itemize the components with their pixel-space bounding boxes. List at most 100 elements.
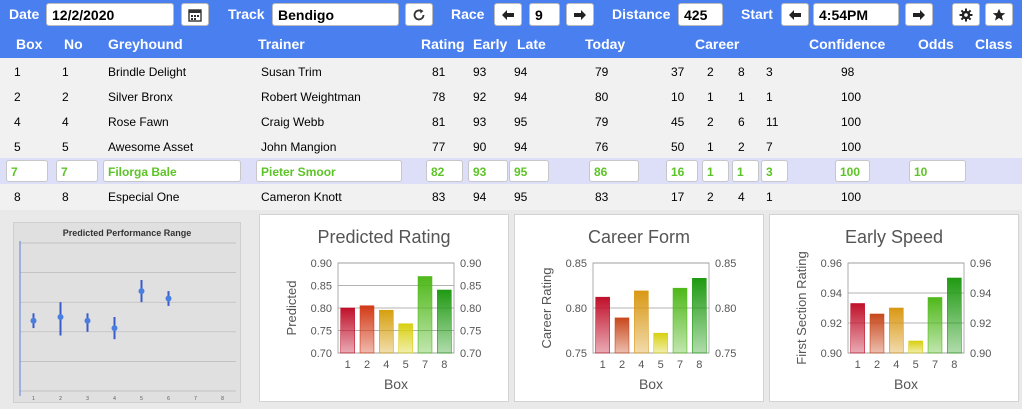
- arrow-right-icon: [574, 9, 586, 20]
- cell-career-starts[interactable]: 16: [666, 160, 698, 182]
- date-input[interactable]: 12/2/2020: [46, 3, 174, 26]
- race-input[interactable]: 9: [529, 3, 560, 26]
- x-tick-label: 1: [855, 359, 861, 371]
- cell-confidence: 100: [841, 90, 862, 104]
- runners-table: 1 1 Brindle Delight Susan Trim 81 93 94 …: [0, 58, 1022, 210]
- cell-greyhound: Silver Bronx: [108, 90, 173, 104]
- cell-career-wins: 1: [707, 140, 714, 154]
- y-axis-label: Predicted: [284, 281, 299, 336]
- cell-greyhound[interactable]: Filorga Bale: [103, 160, 241, 182]
- distance-input[interactable]: 425: [678, 3, 723, 26]
- performance-range-chart: Predicted Performance Range 1 2 3 4 5 6 7 8: [13, 222, 241, 403]
- cell-career-seconds: 2: [738, 140, 745, 154]
- race-label: Race: [451, 6, 485, 22]
- cell-early: 93: [473, 115, 487, 129]
- header-today[interactable]: Today: [585, 36, 626, 52]
- cell-confidence[interactable]: 100: [835, 160, 870, 182]
- cell-late[interactable]: 95: [509, 160, 549, 182]
- y-tick-label-right: 0.85: [715, 258, 736, 270]
- chart-title: Early Speed: [844, 227, 944, 247]
- x-tick-label: 5: [658, 359, 664, 371]
- predicted-rating-chart: 0.70 0.70 0.75 0.75 0.80 0.80 0.85 0.85 0.90 0.90…: [284, 258, 481, 392]
- plot-frame: [337, 262, 455, 354]
- header-class[interactable]: Class: [975, 36, 1013, 52]
- cell-career-thirds: 1: [766, 190, 773, 204]
- x-tick-label: 4: [383, 359, 389, 371]
- chart-title: Career Form: [587, 227, 690, 247]
- table-row[interactable]: 8 8 Especial One Cameron Knott 83 94 95 …: [0, 184, 1022, 209]
- cell-career-wins[interactable]: 1: [702, 160, 729, 182]
- cell-odds[interactable]: 10: [909, 160, 966, 182]
- range-point-4: [111, 325, 118, 332]
- refresh-icon: [413, 8, 425, 20]
- y-tick-label: 0.94: [821, 288, 842, 300]
- header-confidence[interactable]: Confidence: [809, 36, 886, 52]
- bar-box-8: [437, 289, 452, 354]
- cell-career-thirds[interactable]: 3: [761, 160, 788, 182]
- cell-no: 4: [62, 115, 69, 129]
- header-career[interactable]: Career: [695, 36, 740, 52]
- cell-late: 94: [514, 65, 528, 79]
- x-tick-label: 3: [86, 396, 89, 402]
- career-form-panel: Career Form 0.75 0.75 0.80 0.80 0.85 0.85 1 2 4 5…: [514, 214, 764, 402]
- plot-frame: [592, 262, 710, 354]
- table-row[interactable]: 1 1 Brindle Delight Susan Trim 81 93 94 …: [0, 59, 1022, 84]
- cell-career-wins: 2: [707, 190, 714, 204]
- header-odds[interactable]: Odds: [918, 36, 954, 52]
- range-point-5: [138, 288, 145, 295]
- cell-box: 5: [14, 140, 21, 154]
- cell-career-seconds[interactable]: 1: [732, 160, 759, 182]
- performance-range-svg: Predicted Performance Range 1 2 3 4 5 6 7 8: [19, 228, 236, 402]
- table-row-selected[interactable]: 7 7 Filorga Bale Pieter Smoor 82 93 95 8…: [0, 158, 1022, 184]
- y-tick-label-right: 0.94: [970, 288, 991, 300]
- x-tick-label: 8: [696, 359, 702, 371]
- x-axis-label: Box: [894, 376, 918, 392]
- table-row[interactable]: 2 2 Silver Bronx Robert Weightman 78 92 …: [0, 84, 1022, 109]
- table-row[interactable]: 4 4 Rose Fawn Craig Webb 81 93 95 79 45 …: [0, 109, 1022, 134]
- cell-career-thirds: 3: [766, 65, 773, 79]
- track-input[interactable]: Bendigo: [272, 3, 399, 26]
- header-greyhound[interactable]: Greyhound: [108, 36, 183, 52]
- bar-box-8: [692, 277, 707, 354]
- cell-today[interactable]: 86: [589, 160, 639, 182]
- calendar-button[interactable]: [181, 3, 209, 26]
- start-time-input[interactable]: 4:54PM: [813, 3, 899, 26]
- refresh-button[interactable]: [405, 3, 433, 26]
- race-prev-button[interactable]: [494, 3, 522, 26]
- cell-trainer: John Mangion: [261, 140, 337, 154]
- track-label: Track: [228, 6, 265, 22]
- x-tick-label: 8: [951, 359, 957, 371]
- bar-box-5: [908, 340, 923, 354]
- race-next-button[interactable]: [566, 3, 594, 26]
- cell-box: 8: [14, 190, 21, 204]
- gear-icon: [959, 8, 973, 21]
- bar-box-1: [595, 296, 610, 354]
- start-prev-button[interactable]: [781, 3, 809, 26]
- cell-no[interactable]: 7: [56, 160, 98, 182]
- x-tick-label: 5: [403, 359, 409, 371]
- cell-trainer[interactable]: Pieter Smoor: [256, 160, 402, 182]
- range-point-1: [30, 317, 37, 324]
- header-late[interactable]: Late: [517, 36, 546, 52]
- header-trainer[interactable]: Trainer: [258, 36, 305, 52]
- x-tick-label: 2: [59, 396, 62, 402]
- header-box[interactable]: Box: [16, 36, 43, 52]
- y-tick-label: 0.80: [311, 303, 332, 315]
- header-no[interactable]: No: [64, 36, 83, 52]
- bar-box-7: [417, 276, 433, 354]
- start-next-button[interactable]: [905, 3, 933, 26]
- x-tick-label: 5: [913, 359, 919, 371]
- cell-rating[interactable]: 82: [426, 160, 463, 182]
- header-early[interactable]: Early: [473, 36, 508, 52]
- cell-early[interactable]: 93: [468, 160, 508, 182]
- y-tick-label-right: 0.90: [970, 348, 991, 360]
- favorite-button[interactable]: [985, 3, 1013, 26]
- cell-confidence: 100: [841, 190, 862, 204]
- settings-button[interactable]: [952, 3, 980, 26]
- table-row[interactable]: 5 5 Awesome Asset John Mangion 77 90 94 …: [0, 134, 1022, 159]
- header-rating[interactable]: Rating: [421, 36, 465, 52]
- bar-box-8: [947, 277, 962, 354]
- cell-no: 5: [62, 140, 69, 154]
- cell-box[interactable]: 7: [6, 160, 48, 182]
- cell-career-thirds: 1: [766, 90, 773, 104]
